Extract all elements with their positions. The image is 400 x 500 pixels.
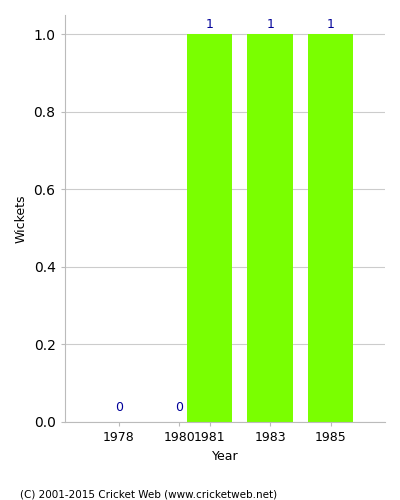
Text: 1: 1 bbox=[266, 18, 274, 30]
Text: 0: 0 bbox=[115, 401, 123, 414]
Bar bbox=[308, 34, 353, 422]
Y-axis label: Wickets: Wickets bbox=[15, 194, 28, 242]
X-axis label: Year: Year bbox=[212, 450, 238, 462]
Bar bbox=[187, 34, 232, 422]
Text: 1: 1 bbox=[327, 18, 334, 30]
Text: 1: 1 bbox=[206, 18, 214, 30]
Text: (C) 2001-2015 Cricket Web (www.cricketweb.net): (C) 2001-2015 Cricket Web (www.cricketwe… bbox=[20, 490, 277, 500]
Bar bbox=[248, 34, 293, 422]
Text: 0: 0 bbox=[176, 401, 184, 414]
